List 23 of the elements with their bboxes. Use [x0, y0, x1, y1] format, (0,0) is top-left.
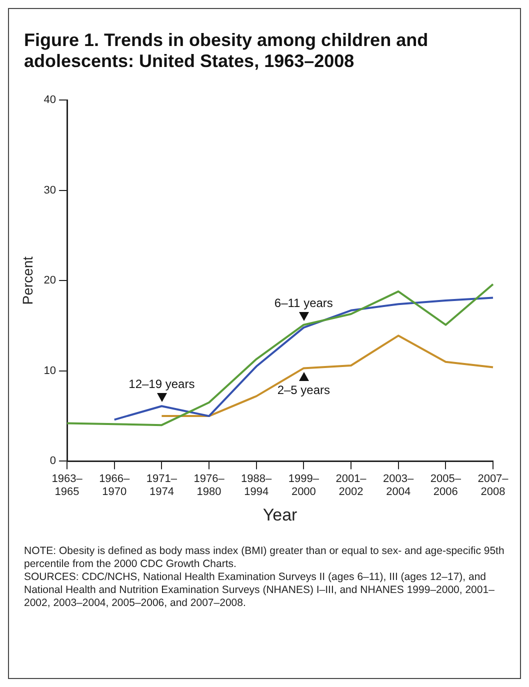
y-tick-label: 0	[50, 455, 56, 468]
y-tick-label: 10	[44, 364, 56, 377]
x-tick-label: 2005–2006	[430, 472, 462, 498]
x-tick-label: 1966–1970	[99, 472, 131, 498]
x-tick-label: 1976–1980	[194, 472, 226, 498]
text: NOTE: Obesity is defined as body mass index (BMI) greater than or equal to sex- and age-specific 95th percentile from the 2000 CDC Growth Charts.	[24, 545, 506, 571]
y-tick-label: 20	[44, 274, 56, 287]
x-tick-label: 1963–1965	[52, 472, 84, 498]
x-tick-label: 2003–2004	[383, 472, 415, 498]
x-tick-label: 2001–2002	[336, 472, 368, 498]
x-axis-title: Year	[262, 505, 298, 524]
x-tick-label: 1971–1974	[146, 472, 178, 498]
annotation: 6–11 years	[274, 296, 333, 310]
source-note: SOURCES: CDC/NCHS, National Health Examination Surveys II (ages 6–11), III (ages 12–17), and National Health and Nutrition Examination Surveys (NHANES) I–III, and NHANES 1999–2000, 2001–2002, 2003–2004, 2005–2006, and 2007–2008.	[24, 571, 496, 610]
annotation: 12–19 years	[128, 377, 195, 392]
y-tick-label: 30	[44, 184, 56, 196]
x-tick-label: 2007–2008	[478, 472, 510, 498]
y-axis-title: Percent	[19, 256, 36, 305]
chart-title: Figure 1. Trends in obesity among children and adolescents: United States, 1963–2008	[24, 30, 430, 72]
annotation: 2–5 years	[277, 383, 330, 398]
x-tick-label: 1999–2000	[288, 472, 320, 498]
y-tick-label: 40	[44, 94, 56, 106]
x-tick-label: 1988–1994	[241, 472, 273, 498]
